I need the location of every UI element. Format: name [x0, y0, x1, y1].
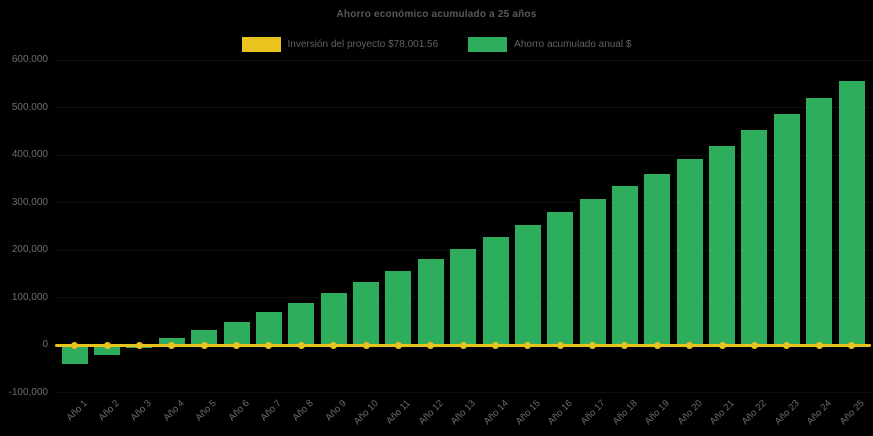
y-axis-tick-label: -100,000 — [8, 386, 48, 398]
line-marker-año-1 — [71, 341, 79, 349]
x-axis-tick-label: Año 25 — [837, 398, 867, 428]
bar-año-25 — [838, 81, 865, 345]
line-marker-año-8 — [297, 341, 305, 349]
bar-año-2 — [94, 345, 121, 355]
y-axis-tick-label: 200,000 — [11, 244, 48, 255]
savings-bar-swatch — [468, 37, 508, 52]
line-marker-año-6 — [233, 341, 241, 349]
bar-año-14 — [482, 236, 509, 345]
line-marker-año-24 — [815, 341, 823, 349]
line-marker-año-9 — [330, 341, 338, 349]
legend-label-savings: Ahorro acumulado anual $ — [514, 39, 632, 50]
line-marker-año-21 — [718, 341, 726, 349]
legend-label-investment: Inversión del proyecto $78,001.56 — [287, 39, 439, 50]
y-axis-tick-label: 100,000 — [11, 291, 48, 303]
bar-año-15 — [514, 224, 541, 345]
line-marker-año-25 — [848, 341, 856, 349]
bar-año-10 — [353, 281, 380, 345]
line-marker-año-22 — [750, 341, 758, 349]
line-marker-año-17 — [589, 341, 597, 349]
line-marker-año-2 — [103, 341, 111, 349]
line-marker-año-15 — [524, 341, 532, 349]
x-axis-tick-label: Año 23 — [772, 398, 802, 428]
line-marker-año-7 — [265, 341, 273, 349]
bar-año-5 — [191, 329, 218, 345]
line-marker-año-4 — [168, 341, 176, 349]
line-marker-año-3 — [135, 341, 143, 349]
gridline — [55, 107, 871, 108]
bar-año-23 — [773, 114, 800, 345]
line-marker-año-14 — [492, 341, 499, 349]
x-axis-tick-label: Año 24 — [804, 398, 834, 428]
x-axis-tick-label: Año 10 — [351, 398, 381, 428]
investment-line-swatch — [241, 37, 281, 52]
y-axis-tick-label: 300,000 — [11, 196, 48, 208]
y-axis-tick-label: 500,000 — [11, 101, 48, 113]
line-marker-año-23 — [783, 341, 791, 349]
bar-año-20 — [676, 158, 703, 345]
x-axis-tick-label: Año 14 — [481, 398, 511, 428]
chart-title: Ahorro económico acumulado a 25 años — [336, 9, 537, 20]
x-axis-tick-label: Año 1 — [64, 398, 90, 424]
bar-año-7 — [255, 312, 282, 345]
line-marker-año-16 — [556, 341, 564, 349]
line-marker-año-12 — [427, 341, 435, 349]
x-axis-tick-label: Año 18 — [610, 398, 640, 428]
x-axis-tick-label: Año 15 — [513, 398, 543, 428]
legend-item-investment: Inversión del proyecto $78,001.56 — [241, 37, 439, 52]
x-axis-tick-label: Año 6 — [225, 398, 252, 424]
bar-año-13 — [450, 248, 477, 345]
x-axis-tick-label: Año 17 — [578, 398, 608, 428]
x-axis-tick-label: Año 8 — [290, 398, 317, 424]
x-axis-tick-label: Año 3 — [128, 398, 155, 424]
line-marker-año-13 — [459, 341, 467, 349]
gridline — [55, 202, 871, 203]
x-axis-tick-label: Año 4 — [161, 398, 187, 424]
line-marker-año-20 — [686, 341, 694, 349]
bar-año-11 — [385, 270, 412, 345]
x-axis-tick-label: Año 21 — [707, 398, 737, 428]
gridline — [55, 59, 871, 61]
y-axis-tick-label: 400,000 — [11, 149, 48, 160]
legend-item-savings: Ahorro acumulado anual $ — [468, 37, 631, 52]
gridline — [55, 154, 871, 156]
x-axis-tick-label: Año 11 — [384, 398, 414, 427]
x-axis-tick-label: Año 5 — [193, 398, 219, 424]
chart-legend: Inversión del proyecto $78,001.56 Ahorro… — [0, 37, 873, 52]
y-axis-tick-label: 0 — [42, 339, 48, 350]
x-axis-tick-label: Año 13 — [448, 398, 478, 428]
bar-año-12 — [417, 259, 444, 345]
line-marker-año-11 — [394, 341, 402, 349]
bar-año-9 — [320, 292, 347, 345]
x-axis-tick-label: Año 12 — [416, 398, 446, 428]
bar-año-16 — [547, 212, 574, 345]
x-axis-tick-label: Año 7 — [258, 398, 284, 424]
bar-año-24 — [806, 98, 833, 345]
line-marker-año-5 — [200, 341, 208, 349]
x-axis-tick-label: Año 9 — [323, 398, 349, 424]
bar-año-21 — [709, 145, 736, 345]
line-marker-año-19 — [653, 341, 661, 349]
gridline — [55, 392, 871, 393]
x-axis-tick-label: Año 22 — [740, 398, 770, 428]
bar-año-18 — [611, 185, 638, 345]
bar-año-22 — [741, 130, 768, 345]
line-marker-año-10 — [362, 341, 370, 349]
x-axis-tick-label: Año 20 — [675, 398, 705, 428]
bar-año-8 — [288, 302, 315, 345]
bar-año-19 — [644, 173, 671, 345]
y-axis-tick-label: 600,000 — [11, 54, 48, 65]
x-axis-tick-label: Año 19 — [643, 398, 673, 428]
line-marker-año-18 — [621, 341, 629, 349]
x-axis-tick-label: Año 16 — [545, 398, 576, 428]
bar-año-1 — [61, 345, 88, 364]
bar-año-6 — [223, 322, 250, 345]
bar-año-17 — [579, 198, 606, 345]
x-axis-tick-label: Año 2 — [96, 398, 122, 424]
